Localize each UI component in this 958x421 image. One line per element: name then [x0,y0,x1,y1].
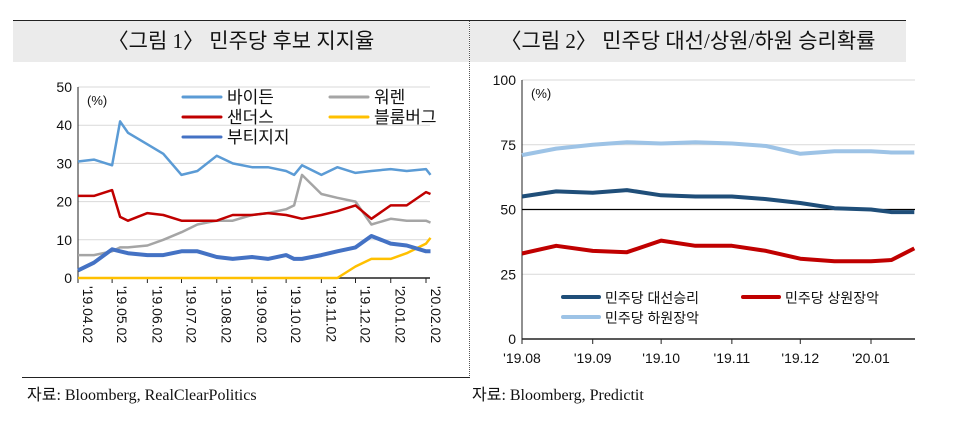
series-line-5 [77,234,431,273]
y-tick-label: 30 [56,155,72,171]
figure1-source: 자료: Bloomberg, RealClearPolitics [27,387,257,404]
y-tick-label: 0 [64,270,72,286]
unit-label: (%) [87,93,107,108]
figure-divider [469,21,470,378]
x-tick-label: '20.01 [852,350,890,366]
legend-label: 워렌 [374,88,405,107]
series-line-2 [521,238,916,264]
x-tick-label: '19.12.02 [357,286,373,343]
legend-label: 샌더스 [227,108,274,127]
x-tick-label: '20.01.02 [393,286,409,343]
y-tick-label: 50 [56,79,72,95]
series-line-4 [78,237,432,280]
bottom-rule [22,377,470,378]
y-tick-label: 75 [500,137,516,153]
unit-label: (%) [531,86,551,101]
series-line-3 [521,140,915,158]
x-tick-label: '19.08 [503,350,541,366]
legend-label: 바이든 [227,88,274,107]
figure1-title: 〈그림 1〉 민주당 후보 지지율 [107,29,375,53]
x-tick-label: '19.04.02 [80,286,96,343]
series-line-3 [78,188,431,222]
x-tick-label: '19.10 [642,350,680,366]
x-tick-label: '19.10.02 [288,286,304,343]
y-tick-label: 40 [56,117,72,133]
x-tick-label: '19.11.02 [323,286,339,342]
x-tick-label: '19.12 [781,350,819,366]
y-tick-label: 25 [500,266,516,282]
x-tick-label: '19.05.02 [114,286,130,343]
legend-label: 민주당 하원장악 [605,310,699,326]
x-tick-label: '19.06.02 [149,286,165,343]
x-tick-label: '19.09 [574,350,612,366]
figure2-header [470,21,906,62]
x-tick-label: '19.11 [714,350,751,366]
figure2-title: 〈그림 2〉 민주당 대선/상원/하원 승리확률 [500,29,876,53]
series-line-1 [77,120,432,177]
y-tick-label: 100 [493,72,517,88]
legend-label: 블룸버그 [374,108,437,127]
x-tick-label: '19.07.02 [183,286,199,343]
y-tick-label: 0 [508,331,516,347]
y-tick-label: 20 [56,194,72,210]
x-tick-label: '19.09.02 [254,286,270,343]
x-tick-label: '20.02.02 [428,286,444,343]
legend-label: 민주당 대선승리 [605,290,699,306]
y-tick-label: 10 [56,232,72,248]
x-tick-label: '19.08.02 [219,286,235,343]
legend-label: 민주당 상원장악 [785,290,879,306]
y-tick-label: 50 [500,202,516,218]
series-line-1 [521,188,915,215]
legend-label: 부티지지 [227,128,290,147]
figure1-header [13,21,469,62]
figure2-source: 자료: Bloomberg, Predictit [472,387,644,404]
